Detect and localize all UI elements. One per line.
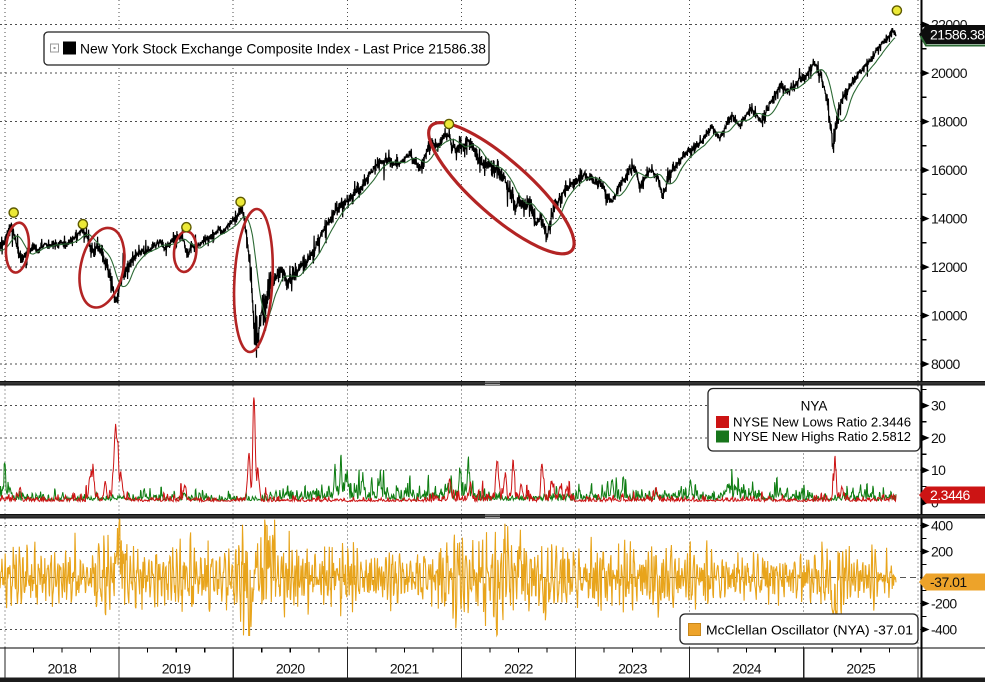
svg-text:20000: 20000 bbox=[931, 65, 968, 81]
svg-text:2.3446: 2.3446 bbox=[930, 487, 971, 503]
svg-text:400: 400 bbox=[931, 517, 953, 533]
svg-text:-400: -400 bbox=[931, 621, 957, 637]
svg-text:NYSE New Highs Ratio 2.5812: NYSE New Highs Ratio 2.5812 bbox=[733, 429, 911, 444]
svg-text:16000: 16000 bbox=[931, 162, 968, 178]
svg-text:-200: -200 bbox=[931, 595, 957, 611]
svg-text:NYA: NYA bbox=[801, 399, 828, 414]
svg-text:12000: 12000 bbox=[931, 259, 968, 275]
svg-text:10: 10 bbox=[931, 462, 946, 478]
svg-text:2020: 2020 bbox=[276, 661, 306, 677]
svg-text:2018: 2018 bbox=[48, 661, 78, 677]
svg-text:New York Stock Exchange Compos: New York Stock Exchange Composite Index … bbox=[80, 42, 486, 57]
svg-text:20: 20 bbox=[931, 430, 946, 446]
svg-text:2019: 2019 bbox=[162, 661, 192, 677]
svg-text:-37.01: -37.01 bbox=[930, 574, 967, 590]
svg-text:2021: 2021 bbox=[390, 661, 420, 677]
svg-text:21586.38: 21586.38 bbox=[930, 27, 985, 43]
svg-text:14000: 14000 bbox=[931, 210, 968, 226]
svg-text:2024: 2024 bbox=[732, 661, 762, 677]
svg-text:18000: 18000 bbox=[931, 113, 968, 129]
svg-text:30: 30 bbox=[931, 398, 946, 414]
svg-text:McClellan Oscillator (NYA) -3: McClellan Oscillator (NYA) -37.01 bbox=[706, 623, 913, 638]
svg-text:2025: 2025 bbox=[846, 661, 876, 677]
svg-text:8000: 8000 bbox=[931, 356, 961, 372]
svg-text:2022: 2022 bbox=[504, 661, 534, 677]
svg-text:2023: 2023 bbox=[618, 661, 648, 677]
svg-text:200: 200 bbox=[931, 543, 953, 559]
svg-text:10000: 10000 bbox=[931, 307, 968, 323]
svg-text:NYSE New Lows Ratio 2.3446: NYSE New Lows Ratio 2.3446 bbox=[733, 415, 911, 430]
